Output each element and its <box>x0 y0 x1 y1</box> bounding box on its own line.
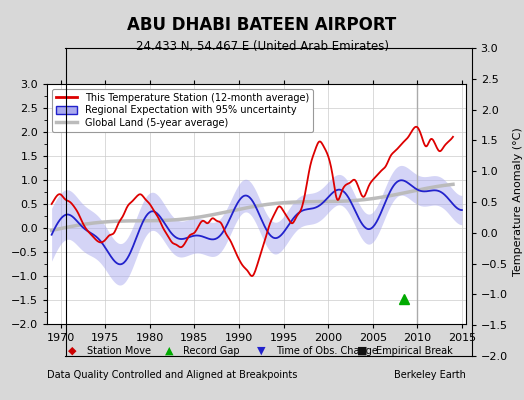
Text: ◆: ◆ <box>68 346 77 356</box>
Text: ABU DHABI BATEEN AIRPORT: ABU DHABI BATEEN AIRPORT <box>127 16 397 34</box>
Text: Empirical Break: Empirical Break <box>376 346 453 356</box>
Text: ■: ■ <box>357 346 368 356</box>
Text: Station Move: Station Move <box>87 346 151 356</box>
Text: ▲: ▲ <box>165 346 173 356</box>
Legend: This Temperature Station (12-month average), Regional Expectation with 95% uncer: This Temperature Station (12-month avera… <box>70 53 332 96</box>
Text: Berkeley Earth: Berkeley Earth <box>395 370 466 380</box>
Text: 24.433 N, 54.467 E (United Arab Emirates): 24.433 N, 54.467 E (United Arab Emirates… <box>136 40 388 53</box>
Y-axis label: Temperature Anomaly (°C): Temperature Anomaly (°C) <box>514 128 523 276</box>
Text: Record Gap: Record Gap <box>183 346 240 356</box>
Text: ▼: ▼ <box>257 346 265 356</box>
Text: Data Quality Controlled and Aligned at Breakpoints: Data Quality Controlled and Aligned at B… <box>47 370 298 380</box>
Text: Time of Obs. Change: Time of Obs. Change <box>276 346 377 356</box>
